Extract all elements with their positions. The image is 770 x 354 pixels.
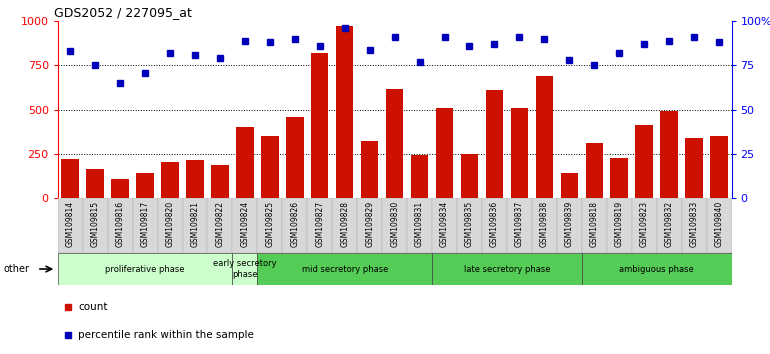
Bar (532, 198, 557, 253)
Bar (58, 198, 82, 253)
Text: count: count (78, 302, 108, 312)
Text: GSM109834: GSM109834 (440, 201, 449, 247)
Text: mid secretory phase: mid secretory phase (302, 264, 388, 274)
Bar (257, 253, 432, 285)
Bar (108, 198, 132, 253)
Text: GSM109819: GSM109819 (614, 201, 624, 247)
Text: GSM109840: GSM109840 (715, 201, 724, 247)
Text: GSM109814: GSM109814 (65, 201, 75, 247)
Text: GSM109820: GSM109820 (166, 201, 175, 247)
Bar (86, 169, 104, 198)
Bar (585, 143, 603, 198)
Bar (561, 173, 578, 198)
Bar (486, 90, 503, 198)
Text: GSM109829: GSM109829 (365, 201, 374, 247)
Bar (657, 198, 681, 253)
Bar (707, 198, 732, 253)
Bar (382, 198, 407, 253)
Text: GSM109827: GSM109827 (315, 201, 324, 247)
Bar (336, 26, 353, 198)
Bar (286, 117, 303, 198)
Bar (507, 198, 532, 253)
Text: GSM109822: GSM109822 (216, 201, 224, 247)
Text: GSM109828: GSM109828 (340, 201, 350, 247)
Text: GDS2052 / 227095_at: GDS2052 / 227095_at (55, 6, 192, 19)
Text: GSM109831: GSM109831 (415, 201, 424, 247)
Bar (233, 253, 257, 285)
Bar (611, 158, 628, 198)
Bar (511, 108, 528, 198)
Bar (332, 198, 357, 253)
Bar (582, 198, 607, 253)
Bar (661, 110, 678, 198)
Bar (211, 166, 229, 198)
Bar (432, 198, 457, 253)
Bar (557, 198, 582, 253)
Text: late secretory phase: late secretory phase (464, 264, 551, 274)
Bar (635, 125, 653, 198)
Bar (482, 198, 507, 253)
Bar (582, 253, 732, 285)
Text: GSM109824: GSM109824 (240, 201, 249, 247)
Text: GSM109837: GSM109837 (515, 201, 524, 247)
Text: GSM109815: GSM109815 (91, 201, 99, 247)
Bar (460, 154, 478, 198)
Text: ambiguous phase: ambiguous phase (619, 264, 694, 274)
Bar (685, 138, 703, 198)
Text: GSM109835: GSM109835 (465, 201, 474, 247)
Bar (386, 89, 403, 198)
Bar (457, 198, 482, 253)
Text: GSM109836: GSM109836 (490, 201, 499, 247)
Bar (631, 198, 657, 253)
Bar (186, 160, 204, 198)
Bar (357, 198, 382, 253)
Text: GSM109832: GSM109832 (665, 201, 674, 247)
Text: other: other (4, 264, 30, 274)
Text: percentile rank within the sample: percentile rank within the sample (78, 330, 254, 341)
Text: GSM109821: GSM109821 (190, 201, 199, 247)
Bar (283, 198, 307, 253)
Text: GSM109817: GSM109817 (141, 201, 149, 247)
Bar (62, 159, 79, 198)
Bar (236, 127, 253, 198)
Text: GSM109833: GSM109833 (690, 201, 698, 247)
Text: GSM109816: GSM109816 (116, 201, 125, 247)
Bar (411, 155, 428, 198)
Bar (407, 198, 432, 253)
Bar (607, 198, 631, 253)
Text: early secretory
phase: early secretory phase (213, 259, 276, 279)
Bar (261, 136, 279, 198)
Bar (112, 179, 129, 198)
Bar (311, 53, 329, 198)
Bar (432, 253, 582, 285)
Bar (136, 173, 154, 198)
Text: GSM109838: GSM109838 (540, 201, 549, 247)
Bar (257, 198, 283, 253)
Bar (58, 253, 233, 285)
Bar (158, 198, 182, 253)
Bar (82, 198, 108, 253)
Text: GSM109823: GSM109823 (640, 201, 648, 247)
Bar (307, 198, 332, 253)
Bar (536, 76, 553, 198)
Bar (233, 198, 257, 253)
Bar (710, 136, 728, 198)
Bar (161, 162, 179, 198)
Bar (207, 198, 233, 253)
Bar (132, 198, 158, 253)
Bar (436, 108, 454, 198)
Text: proliferative phase: proliferative phase (105, 264, 185, 274)
Text: GSM109830: GSM109830 (390, 201, 399, 247)
Text: GSM109839: GSM109839 (565, 201, 574, 247)
Text: GSM109826: GSM109826 (290, 201, 300, 247)
Bar (681, 198, 707, 253)
Bar (182, 198, 207, 253)
Text: GSM109825: GSM109825 (266, 201, 274, 247)
Text: GSM109818: GSM109818 (590, 201, 599, 247)
Bar (361, 141, 378, 198)
